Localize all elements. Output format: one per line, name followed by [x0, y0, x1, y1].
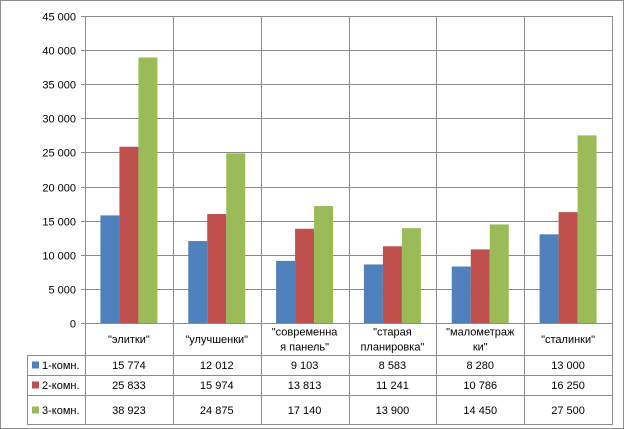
category-label: "малометраж — [446, 327, 515, 339]
bar — [188, 241, 208, 323]
data-label: 16 250 — [551, 380, 585, 392]
bar — [539, 234, 559, 323]
data-label: 27 500 — [551, 405, 585, 417]
y-tick-label: 45 000 — [42, 12, 76, 24]
data-label: 13 000 — [551, 360, 585, 372]
data-label: 8 280 — [466, 360, 494, 372]
data-label: 12 012 — [200, 360, 234, 372]
y-tick-label: 5 000 — [48, 285, 76, 297]
y-tick-label: 10 000 — [42, 251, 76, 263]
legend-swatch — [32, 406, 39, 414]
data-label: 13 900 — [376, 405, 410, 417]
bar — [314, 206, 334, 323]
data-label: 38 923 — [112, 405, 146, 417]
legend-label: 3-комн. — [42, 405, 80, 417]
category-label: "современна — [272, 327, 339, 339]
data-table: "элитки" "улучшенки" "современна я панель" "… — [27, 16, 613, 425]
bar — [558, 212, 578, 323]
bars — [100, 57, 597, 323]
data-label: 11 241 — [376, 380, 409, 392]
y-tick-label: 15 000 — [42, 217, 76, 229]
bar — [226, 153, 246, 323]
bar — [470, 249, 490, 323]
legend-label: 1-комн. — [42, 360, 80, 372]
data-label: 15 974 — [200, 380, 234, 392]
category-label: ки" — [473, 342, 488, 354]
category-label: "старая — [373, 327, 412, 339]
y-tick-label: 40 000 — [42, 46, 76, 58]
data-label: 8 583 — [379, 360, 407, 372]
bar — [363, 264, 383, 323]
bar — [451, 266, 471, 323]
data-label: 10 786 — [463, 380, 497, 392]
bar — [489, 224, 509, 323]
category-label: планировка" — [360, 342, 424, 354]
bar — [100, 215, 120, 323]
y-tick-label: 20 000 — [42, 183, 76, 195]
bar — [207, 214, 227, 323]
bar — [119, 146, 139, 323]
y-axis: 0 5 000 10 000 15 000 20 000 25 000 30 000 35 0… — [42, 12, 86, 425]
category-label: я панель" — [280, 342, 329, 354]
legend-label: 2-комн. — [42, 380, 80, 392]
bar — [138, 57, 158, 323]
bar — [577, 135, 597, 323]
bar — [382, 246, 402, 323]
bar — [295, 228, 315, 323]
data-label: 9 103 — [291, 360, 319, 372]
data-label: 15 774 — [112, 360, 146, 372]
gridlines — [85, 16, 612, 290]
y-tick-label: 0 — [70, 319, 76, 331]
bar — [276, 260, 296, 323]
y-tick-label: 35 000 — [42, 80, 76, 92]
data-label: 13 813 — [288, 380, 322, 392]
data-label: 25 833 — [112, 380, 146, 392]
data-label: 14 450 — [463, 405, 497, 417]
y-tick-label: 25 000 — [42, 148, 76, 160]
legend-swatch — [32, 361, 39, 369]
bar — [401, 228, 421, 323]
y-tick-label: 30 000 — [42, 114, 76, 126]
data-label: 24 875 — [200, 405, 234, 417]
data-label: 17 140 — [288, 405, 322, 417]
legend-swatch — [32, 381, 39, 389]
category-label: "улучшенки" — [185, 334, 248, 346]
category-label: "сталинки" — [541, 334, 595, 346]
category-label: "элитки" — [108, 334, 150, 346]
